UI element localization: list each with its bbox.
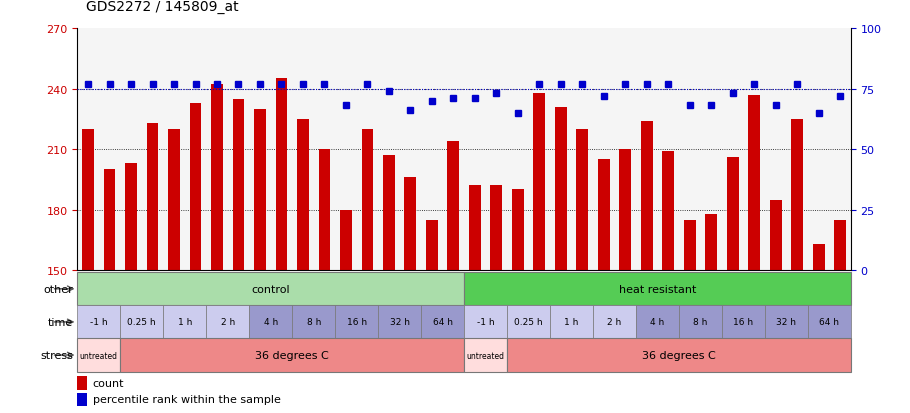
Bar bbox=[120, 306, 163, 339]
Bar bbox=[77, 273, 464, 306]
Bar bbox=[770, 200, 782, 271]
Text: 16 h: 16 h bbox=[347, 318, 367, 327]
Bar bbox=[207, 306, 249, 339]
Text: 1 h: 1 h bbox=[177, 318, 192, 327]
Bar bbox=[469, 186, 480, 271]
Bar bbox=[705, 214, 717, 271]
Bar bbox=[120, 339, 464, 372]
Text: other: other bbox=[43, 284, 73, 294]
Text: 36 degrees C: 36 degrees C bbox=[256, 350, 329, 360]
Bar bbox=[318, 150, 330, 271]
Bar bbox=[464, 306, 507, 339]
Bar bbox=[662, 152, 674, 271]
Bar bbox=[683, 220, 695, 271]
Bar bbox=[104, 170, 116, 271]
Bar bbox=[297, 119, 308, 271]
Bar bbox=[448, 142, 460, 271]
Bar bbox=[168, 130, 180, 271]
Text: untreated: untreated bbox=[80, 351, 117, 360]
Bar bbox=[593, 306, 636, 339]
Bar bbox=[77, 306, 120, 339]
Bar bbox=[765, 306, 808, 339]
Bar bbox=[834, 220, 846, 271]
Text: 0.25 h: 0.25 h bbox=[514, 318, 543, 327]
Text: 2 h: 2 h bbox=[220, 318, 235, 327]
Bar bbox=[636, 306, 679, 339]
Text: 0.25 h: 0.25 h bbox=[127, 318, 157, 327]
Bar bbox=[555, 107, 567, 271]
Bar bbox=[507, 306, 550, 339]
Bar bbox=[249, 306, 292, 339]
Text: control: control bbox=[251, 284, 290, 294]
Bar bbox=[512, 190, 524, 271]
Text: 8 h: 8 h bbox=[307, 318, 321, 327]
Text: 2 h: 2 h bbox=[607, 318, 622, 327]
Text: GDS2272 / 145809_at: GDS2272 / 145809_at bbox=[86, 0, 239, 14]
Bar bbox=[533, 93, 545, 271]
Bar bbox=[748, 95, 760, 271]
Bar bbox=[77, 376, 86, 389]
Bar bbox=[254, 109, 266, 271]
Bar bbox=[383, 156, 395, 271]
Bar bbox=[576, 130, 588, 271]
Bar bbox=[421, 306, 464, 339]
Bar bbox=[82, 130, 94, 271]
Bar bbox=[464, 273, 851, 306]
Text: -1 h: -1 h bbox=[477, 318, 494, 327]
Text: 4 h: 4 h bbox=[264, 318, 278, 327]
Bar bbox=[361, 130, 373, 271]
Bar bbox=[620, 150, 632, 271]
Text: 32 h: 32 h bbox=[389, 318, 410, 327]
Text: percentile rank within the sample: percentile rank within the sample bbox=[93, 394, 280, 404]
Bar bbox=[126, 164, 137, 271]
Bar bbox=[598, 160, 610, 271]
Text: 1 h: 1 h bbox=[564, 318, 579, 327]
Text: 64 h: 64 h bbox=[819, 318, 839, 327]
Text: -1 h: -1 h bbox=[90, 318, 107, 327]
Bar bbox=[722, 306, 765, 339]
Text: 8 h: 8 h bbox=[693, 318, 708, 327]
Bar bbox=[163, 306, 207, 339]
Bar bbox=[211, 85, 223, 271]
Bar bbox=[426, 220, 438, 271]
Bar bbox=[77, 339, 120, 372]
Text: heat resistant: heat resistant bbox=[619, 284, 696, 294]
Text: 64 h: 64 h bbox=[432, 318, 452, 327]
Bar bbox=[464, 339, 507, 372]
Bar bbox=[276, 79, 288, 271]
Bar bbox=[340, 210, 352, 271]
Text: count: count bbox=[93, 378, 125, 388]
Text: 16 h: 16 h bbox=[733, 318, 753, 327]
Bar bbox=[679, 306, 722, 339]
Text: untreated: untreated bbox=[467, 351, 504, 360]
Bar bbox=[379, 306, 421, 339]
Bar bbox=[404, 178, 416, 271]
Bar bbox=[233, 100, 245, 271]
Text: time: time bbox=[47, 317, 73, 327]
Bar bbox=[147, 123, 158, 271]
Text: 32 h: 32 h bbox=[776, 318, 796, 327]
Text: 4 h: 4 h bbox=[651, 318, 664, 327]
Bar bbox=[641, 121, 652, 271]
Bar bbox=[550, 306, 593, 339]
Bar bbox=[808, 306, 851, 339]
Bar bbox=[77, 393, 86, 406]
Text: stress: stress bbox=[40, 350, 73, 360]
Bar bbox=[335, 306, 379, 339]
Bar bbox=[507, 339, 851, 372]
Bar bbox=[490, 186, 502, 271]
Bar bbox=[791, 119, 803, 271]
Bar bbox=[727, 158, 739, 271]
Text: 36 degrees C: 36 degrees C bbox=[642, 350, 716, 360]
Bar bbox=[189, 103, 201, 271]
Bar bbox=[292, 306, 335, 339]
Bar bbox=[813, 244, 824, 271]
